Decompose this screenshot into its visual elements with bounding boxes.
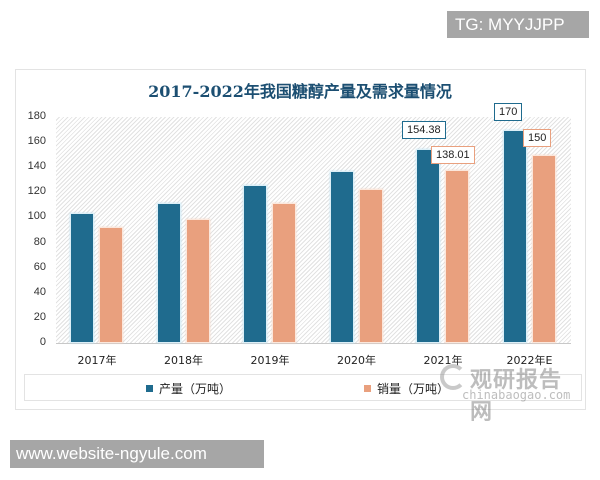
website-overlay-label: www.website-ngyule.com [10, 440, 264, 468]
x-tick-label: 2021年 [423, 354, 463, 367]
bar-prod-5 [502, 129, 527, 343]
bar-sales-3 [358, 189, 383, 343]
x-tick-label: 2019年 [250, 354, 290, 367]
bar-sales-2 [272, 203, 296, 343]
y-tick-label: 160 [27, 135, 46, 148]
data-label-sales: 150 [523, 129, 552, 147]
bar-prod-3 [329, 170, 354, 343]
tg-overlay-label: TG: MYYJJPP [447, 11, 589, 38]
legend-swatch-sales [364, 385, 371, 392]
bar-prod-1 [156, 203, 181, 343]
x-tick-label: 2018年 [164, 354, 203, 367]
watermark: 观研报告网 chinabaogao.com [440, 362, 580, 425]
x-tick-label: 2022年E [506, 354, 553, 367]
legend [24, 374, 582, 401]
bar-prod-4 [416, 149, 440, 343]
y-tick-label: 100 [27, 210, 46, 223]
legend-item-sales: 销量（万吨） [364, 380, 449, 397]
watermark-logo-icon [440, 364, 466, 390]
watermark-cn: 观研报告网 [470, 368, 563, 425]
x-tick-label: 2017年 [77, 354, 117, 367]
bar-sales-4 [445, 169, 469, 343]
bar-sales-0 [99, 227, 123, 343]
y-tick-label: 120 [27, 185, 46, 198]
y-tick-label: 80 [33, 235, 46, 248]
bar-prod-2 [243, 184, 267, 343]
data-label-prod: 154.38 [402, 121, 446, 139]
legend-swatch-production [146, 385, 153, 392]
y-tick-label: 60 [33, 260, 46, 273]
x-tick-label: 2020年 [337, 354, 376, 367]
bar-prod-0 [70, 213, 94, 343]
y-tick-label: 180 [27, 110, 46, 122]
data-label-prod: 170 [494, 103, 523, 121]
y-tick-label: 140 [27, 160, 46, 173]
bar-sales-5 [531, 154, 556, 343]
chart-title: 2017-2022年我国糖醇产量及需求量情况 [148, 82, 452, 101]
y-tick-label: 40 [33, 285, 46, 298]
y-tick-label: 20 [33, 310, 46, 323]
bar-sales-1 [185, 218, 210, 343]
legend-label-sales: 销量（万吨） [377, 382, 450, 396]
legend-label-production: 产量（万吨） [159, 382, 232, 396]
watermark-en: chinabaogao.com [462, 388, 571, 402]
y-tick-label: 0 [39, 336, 46, 348]
legend-item-production: 产量（万吨） [146, 380, 231, 397]
x-axis-line [56, 343, 571, 344]
plot-area [56, 117, 571, 343]
data-label-sales: 138.01 [431, 146, 475, 164]
